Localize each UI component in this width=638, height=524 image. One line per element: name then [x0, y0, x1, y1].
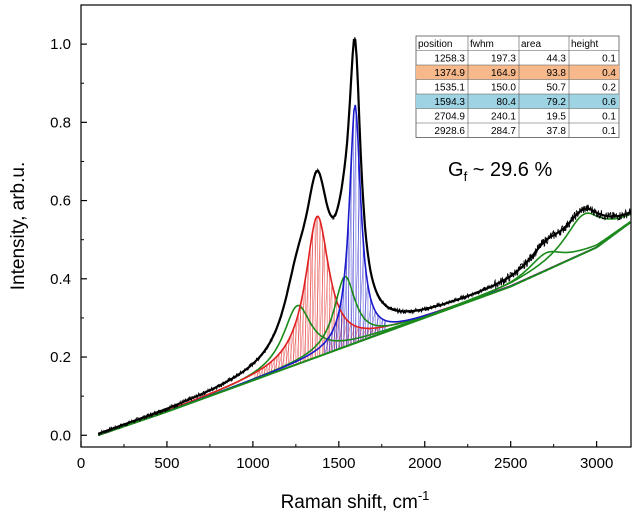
table-cell: 93.8 — [547, 68, 567, 79]
peak-component-curve — [98, 105, 630, 435]
x-tick-label: 2500 — [494, 455, 527, 472]
table-cell: 2928.6 — [434, 126, 465, 137]
table-cell: 19.5 — [547, 112, 567, 123]
peak-table: position fwhm area height 1258.3 197.3 44.3 0.1… — [416, 36, 619, 138]
table-cell: 37.8 — [547, 126, 567, 137]
x-tick-label: 3000 — [580, 455, 613, 472]
graphitization-annotation: Gf ~ 29.6 % — [448, 159, 552, 184]
table-cell: 2704.9 — [434, 112, 465, 123]
y-tick-label: 0.4 — [50, 271, 71, 288]
y-tick-label: 0.6 — [50, 193, 71, 210]
annotation-main: G — [448, 159, 464, 181]
table-cell: 50.7 — [547, 83, 567, 94]
table-cell: 240.1 — [491, 112, 516, 123]
table-cell: 0.1 — [602, 54, 616, 65]
x-axis-title-text: Raman shift, cm — [281, 492, 418, 513]
table-cell: 0.2 — [602, 83, 616, 94]
y-tick-label: 0.2 — [50, 349, 71, 366]
table-header-cell: area — [521, 39, 541, 50]
x-tick-label: 0 — [77, 455, 85, 472]
x-tick-label: 1000 — [236, 455, 269, 472]
table-cell: 284.7 — [491, 126, 516, 137]
x-axis-title-superscript: -1 — [418, 488, 430, 503]
table-cell: 0.6 — [602, 97, 616, 108]
table-cell: 44.3 — [547, 54, 567, 65]
table-cell: 164.9 — [491, 68, 516, 79]
annotation-rest: ~ 29.6 % — [467, 159, 552, 181]
table-header-cell: height — [571, 39, 598, 50]
table-cell: 0.4 — [602, 68, 616, 79]
table-header-cell: position — [418, 39, 452, 50]
table-header-cell: fwhm — [470, 39, 494, 50]
y-axis-title: Intensity, arb.u. — [8, 162, 29, 291]
table-cell: 1258.3 — [434, 54, 465, 65]
table-cell: 0.1 — [602, 126, 616, 137]
table-cell: 80.4 — [497, 97, 517, 108]
y-tick-label: 1.0 — [50, 36, 71, 53]
x-axis-title: Raman shift, cm-1 — [281, 488, 430, 513]
table-cell: 0.1 — [602, 112, 616, 123]
y-tick-label: 0.0 — [50, 427, 71, 444]
x-tick-label: 1500 — [322, 455, 355, 472]
table-cell: 150.0 — [491, 83, 516, 94]
table-cell: 1374.9 — [434, 68, 465, 79]
table-cell: 1594.3 — [434, 97, 465, 108]
table-cell: 79.2 — [547, 97, 567, 108]
table-cell: 197.3 — [491, 54, 516, 65]
x-tick-label: 2000 — [408, 455, 441, 472]
x-tick-label: 500 — [154, 455, 179, 472]
y-tick-label: 0.8 — [50, 114, 71, 131]
table-cell: 1535.1 — [434, 83, 465, 94]
